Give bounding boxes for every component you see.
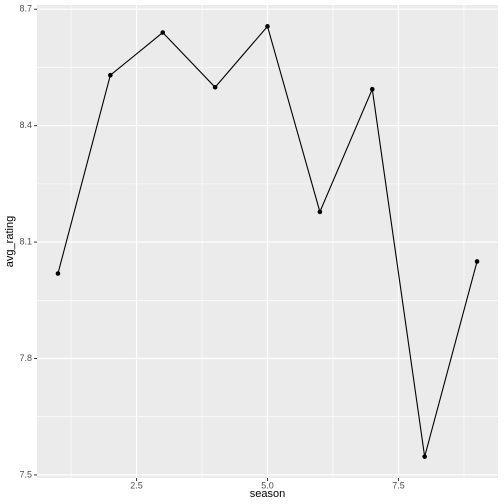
point <box>265 24 270 29</box>
point <box>108 72 113 78</box>
point <box>212 84 218 90</box>
point <box>317 209 323 215</box>
point <box>369 86 375 92</box>
x-tick-label: 7.5 <box>392 480 405 490</box>
marks <box>55 24 480 459</box>
y-tick-label: 7.5 <box>19 469 32 479</box>
point <box>55 271 61 276</box>
grid <box>37 5 498 478</box>
y-tick-label: 8.7 <box>19 4 32 14</box>
y-tick-label: 8.1 <box>19 236 32 246</box>
y-tick-label: 8.4 <box>19 120 32 130</box>
y-tick-label: 7.8 <box>19 353 32 363</box>
point <box>422 454 427 459</box>
point <box>474 259 480 264</box>
x-tick-label: 5.0 <box>261 480 274 490</box>
x-tick-label: 2.5 <box>130 480 143 490</box>
x-axis-title: season <box>250 488 285 500</box>
y-axis-title: avg_rating <box>4 216 16 267</box>
point <box>160 30 166 35</box>
